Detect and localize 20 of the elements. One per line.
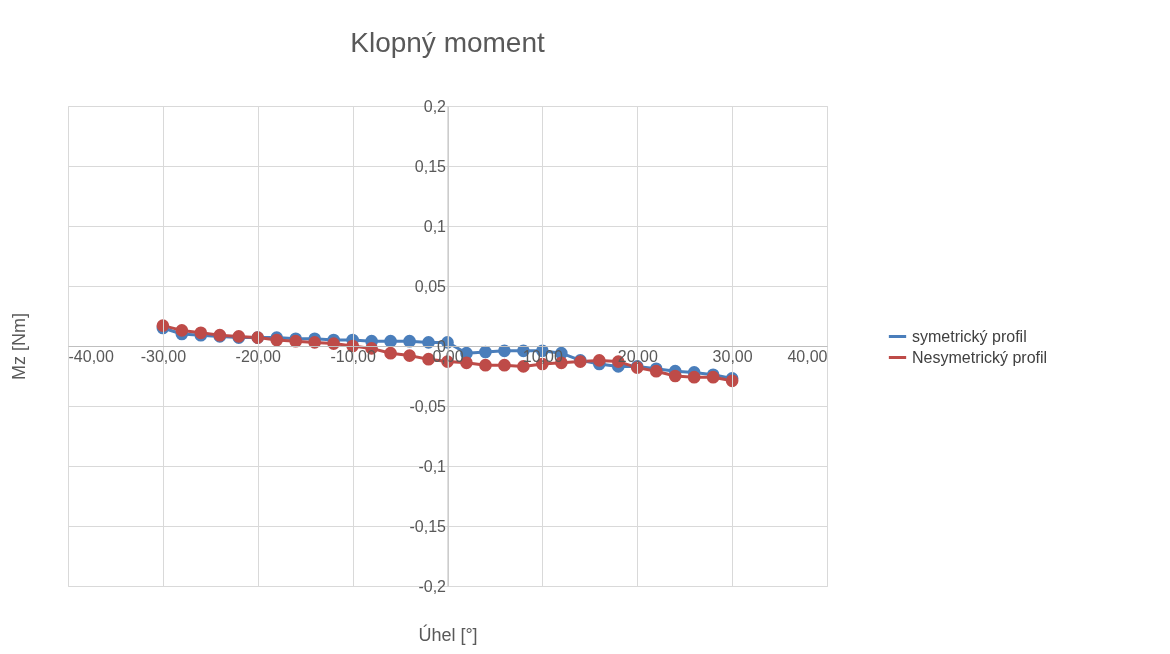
- x-tick-label: -10,00: [330, 347, 376, 365]
- x-tick-label: 40,00: [787, 347, 828, 365]
- x-tick-label: 30,00: [712, 347, 753, 365]
- chart-title: Klopný moment: [350, 27, 545, 58]
- legend-label: symetrický profil: [912, 327, 1027, 345]
- x-tick-label: -30,00: [140, 347, 187, 365]
- y-tick-label: -0,05: [409, 397, 447, 415]
- legend-label: Nesymetrický profil: [912, 348, 1048, 366]
- y-tick-label: -0,1: [418, 457, 447, 475]
- y-tick-label: -0,2: [418, 577, 447, 595]
- x-tick-label: -40,00: [68, 347, 114, 365]
- y-tick-label: -0,15: [409, 517, 447, 535]
- x-tick-label: 20,00: [617, 347, 658, 365]
- y-tick-label: 0,1: [423, 217, 447, 235]
- y-tick-label: 0,15: [414, 157, 447, 175]
- y-tick-label: 0,05: [414, 277, 447, 295]
- x-axis-title: Úhel [°]: [418, 623, 478, 645]
- y-axis-title: Mz [Nm]: [8, 313, 29, 380]
- x-tick-label: -20,00: [235, 347, 282, 365]
- y-tick-label: 0,2: [423, 97, 447, 115]
